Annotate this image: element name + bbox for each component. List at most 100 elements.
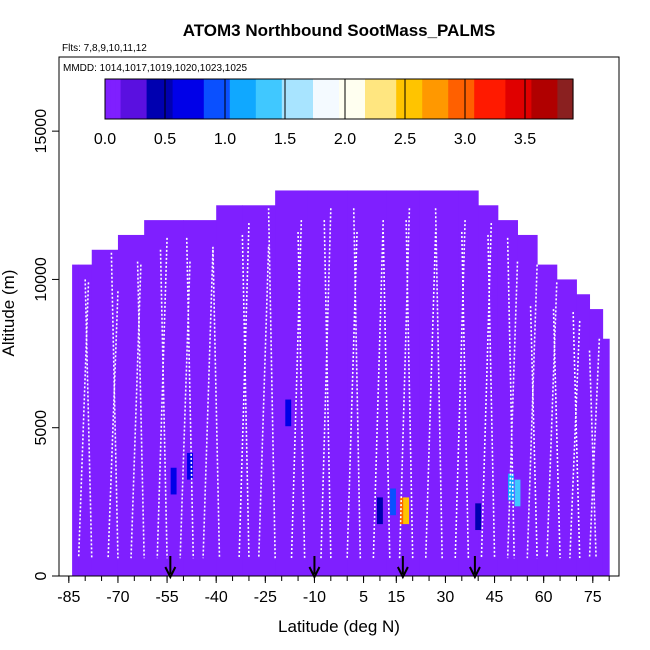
- colorbar-segment: [172, 79, 179, 119]
- colorbar-segment: [105, 79, 111, 119]
- colorbar-segment: [313, 79, 319, 119]
- x-tick-label: -85: [57, 589, 80, 606]
- colorbar-segment: [375, 79, 382, 119]
- colorbar-tick-label: 2.0: [334, 131, 356, 148]
- coverage-cell: [307, 190, 348, 576]
- x-tick-label: 15: [387, 589, 405, 606]
- flight-track: [110, 252, 119, 559]
- colorbar-segment: [396, 79, 402, 119]
- x-tick-label: -70: [106, 589, 129, 606]
- colorbar-segment: [495, 79, 501, 119]
- colorbar-segment: [370, 79, 376, 119]
- flight-track: [185, 237, 195, 559]
- coverage-cell: [216, 205, 243, 577]
- colorbar-segment: [437, 79, 444, 119]
- colorbar-segment: [557, 79, 564, 119]
- colorbar-segment: [541, 79, 548, 119]
- colorbar-segment: [266, 79, 272, 119]
- coverage-cell: [72, 264, 80, 576]
- colorbar-segment: [271, 79, 278, 119]
- colorbar-segment: [411, 79, 418, 119]
- enhanced-cell: [170, 467, 177, 495]
- colorbar-segment: [359, 79, 366, 119]
- flight-track: [569, 320, 581, 559]
- flight-track: [84, 279, 93, 559]
- colorbar-segment: [188, 79, 194, 119]
- x-axis-label: Latitude (deg N): [278, 617, 400, 636]
- colorbar-segment: [250, 79, 257, 119]
- plot-area: [72, 190, 610, 580]
- flight-track: [506, 261, 519, 559]
- x-tick-label: 45: [486, 589, 504, 606]
- enhanced-cell: [285, 399, 292, 427]
- colorbar-segment: [235, 79, 241, 119]
- flights-label: Flts: 7,8,9,10,11,12: [62, 43, 147, 54]
- colorbar-segment: [203, 79, 210, 119]
- colorbar-segment: [443, 79, 449, 119]
- y-tick-label: 10000: [33, 257, 50, 302]
- coverage-cell: [576, 294, 591, 576]
- colorbar-segment: [261, 79, 267, 119]
- flight-track: [487, 234, 496, 559]
- colorbar-segment: [453, 79, 460, 119]
- colorbar-segment: [229, 79, 236, 119]
- colorbar-segment: [307, 79, 314, 119]
- axes: -85 -70 -55 -40 -25 -10 5 15 30 45 60 75 0 5000 10000 1…: [33, 56, 620, 606]
- enhanced-cell: [399, 497, 406, 525]
- colorbar-segment: [110, 79, 116, 119]
- flight-track: [202, 249, 214, 559]
- colorbar-segment: [245, 79, 252, 119]
- colorbar-segment: [292, 79, 298, 119]
- colorbar-tick-label: 3.5: [514, 131, 536, 148]
- colorbar-segment: [146, 79, 153, 119]
- colorbar-segment: [151, 79, 158, 119]
- colorbar-segment: [531, 79, 538, 119]
- colorbar-segment: [474, 79, 480, 119]
- colorbar-segment: [547, 79, 553, 119]
- coverage-cell: [419, 190, 460, 576]
- colorbar-segment: [567, 79, 574, 119]
- colorbar-segment: [224, 79, 231, 119]
- flight-track: [130, 264, 142, 559]
- colorbar-segment: [167, 79, 174, 119]
- colorbar-segment: [521, 79, 527, 119]
- colorbar-tick-label: 1.0: [214, 131, 236, 148]
- plot-frame: [58, 56, 620, 577]
- flight-track: [552, 309, 561, 559]
- flight-track: [588, 338, 601, 559]
- colorbar-segment: [177, 79, 184, 119]
- enhanced-cell: [475, 503, 482, 531]
- x-tick-label: -25: [254, 589, 277, 606]
- coverage-cell: [537, 264, 558, 576]
- colorbar-segment: [115, 79, 122, 119]
- colorbar-segment: [136, 79, 142, 119]
- colorbar-segment: [448, 79, 454, 119]
- colorbar-segment: [344, 79, 350, 119]
- colorbar-segment: [183, 79, 189, 119]
- coverage-cell: [117, 234, 145, 576]
- enhanced-cell: [507, 473, 514, 501]
- colorbar-segment: [500, 79, 506, 119]
- colorbar-segment: [479, 79, 486, 119]
- colorbar-segment: [209, 79, 215, 119]
- colorbar-tick-label: 0.5: [154, 131, 176, 148]
- colorbar-segment: [526, 79, 532, 119]
- colorbar-segment: [463, 79, 470, 119]
- arrow-head: [396, 566, 409, 580]
- colorbar-segment: [458, 79, 465, 119]
- colorbar-tick-label: 3.0: [454, 131, 476, 148]
- flight-track: [156, 237, 168, 559]
- x-tick-label: 60: [535, 589, 553, 606]
- coverage-cell: [78, 264, 93, 576]
- colorbar-segment: [302, 79, 309, 119]
- x-tick-label: 30: [437, 589, 455, 606]
- colorbar-segment: [120, 79, 127, 119]
- colorbar-segment: [297, 79, 304, 119]
- flight-track: [136, 261, 145, 559]
- coverage-cell: [458, 190, 479, 576]
- colorbar-segment: [125, 79, 132, 119]
- colorbar-segment: [510, 79, 517, 119]
- arrow-head: [469, 566, 481, 580]
- coverage-cell: [602, 338, 610, 576]
